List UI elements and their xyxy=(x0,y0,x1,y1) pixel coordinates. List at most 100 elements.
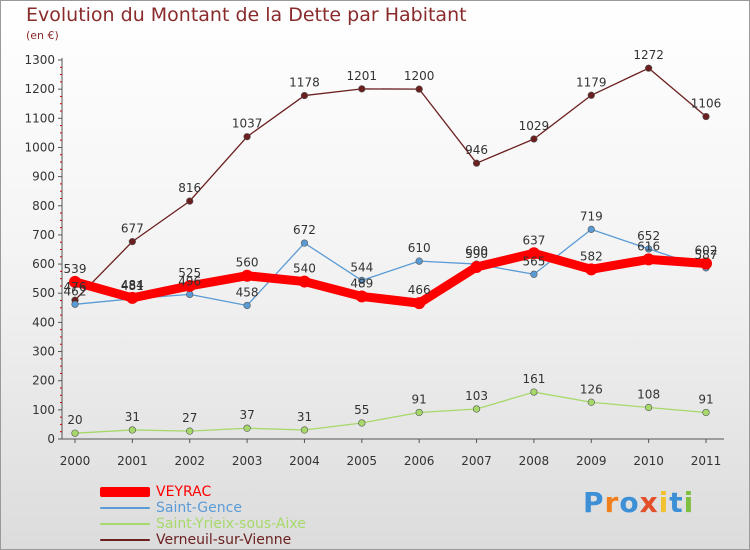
proxiti-logo: Proxiti xyxy=(583,486,694,519)
series-veyrac xyxy=(69,247,712,310)
data-point-veyrac xyxy=(183,279,196,292)
data-point-saint-gence xyxy=(587,225,595,233)
legend-label: Saint-Yrieix-sous-Aixe xyxy=(156,516,306,532)
data-label-saint-yrieix-sous-aixe: 55 xyxy=(354,403,369,417)
logo-letter: i xyxy=(658,486,670,519)
series-layer xyxy=(69,64,712,437)
data-point-veyrac xyxy=(241,269,254,282)
data-label-saint-gence: 544 xyxy=(350,260,373,274)
data-label-saint-yrieix-sous-aixe: 31 xyxy=(297,410,312,424)
data-label-veyrac: 466 xyxy=(408,283,431,297)
logo-letter: x xyxy=(639,486,659,519)
series-line-veyrac xyxy=(70,248,711,308)
data-point-veyrac xyxy=(585,263,598,276)
data-label-saint-gence: 719 xyxy=(580,209,603,223)
data-point-saint-yrieix-sous-aixe xyxy=(358,419,366,427)
data-point-saint-gence xyxy=(358,276,366,285)
data-labels-layer: 476 677 816 1037 1178 1201 1200 946 1029 1179 1272… xyxy=(64,48,722,427)
legend-swatch xyxy=(100,539,150,541)
data-point-saint-gence xyxy=(645,245,653,253)
data-label-veyrac: 539 xyxy=(64,262,87,276)
x-tick-label: 2002 xyxy=(174,454,205,468)
data-label-veyrac: 637 xyxy=(522,233,545,247)
data-point-saint-gence xyxy=(415,257,423,265)
data-point-veyrac xyxy=(642,253,655,266)
data-label-saint-yrieix-sous-aixe: 108 xyxy=(637,388,660,402)
data-label-saint-gence: 587 xyxy=(695,248,718,262)
data-label-verneuil-sur-vienne: 1029 xyxy=(519,119,550,133)
legend-item-verneuil: Verneuil-sur-Vienne xyxy=(100,532,306,548)
data-label-verneuil-sur-vienne: 1272 xyxy=(633,48,664,62)
chart-title: Evolution du Montant de la Dette par Hab… xyxy=(26,4,467,26)
data-point-verneuil-sur-vienne xyxy=(702,112,710,121)
data-point-verneuil-sur-vienne xyxy=(415,85,423,93)
legend-swatch xyxy=(100,507,150,509)
data-point-verneuil-sur-vienne xyxy=(128,238,136,246)
legend-label: Saint-Gence xyxy=(156,500,242,516)
data-label-veyrac: 525 xyxy=(178,266,201,280)
data-point-veyrac xyxy=(126,291,139,304)
x-tick-label: 2009 xyxy=(576,454,607,468)
data-label-saint-gence: 458 xyxy=(236,285,259,299)
axes: 0 100 200 300 400 500 600 700 800 900 1000 1100 1200… xyxy=(24,53,724,468)
data-point-verneuil-sur-vienne xyxy=(587,91,595,99)
data-label-saint-yrieix-sous-aixe: 126 xyxy=(580,382,603,396)
series-saint-yrieix-sous-aixe xyxy=(71,388,710,437)
data-point-verneuil-sur-vienne xyxy=(645,64,653,72)
data-point-saint-yrieix-sous-aixe xyxy=(71,429,79,437)
data-label-verneuil-sur-vienne: 677 xyxy=(121,222,144,236)
data-label-veyrac: 616 xyxy=(637,239,660,253)
legend-swatch xyxy=(100,487,150,497)
logo-letter: i xyxy=(683,486,695,519)
x-tick-label: 2006 xyxy=(404,454,435,468)
chart-unit: (en €) xyxy=(26,29,59,42)
data-point-veyrac xyxy=(527,247,540,260)
data-label-veyrac: 590 xyxy=(465,247,488,261)
data-point-saint-gence xyxy=(300,239,309,247)
x-tick-label: 2000 xyxy=(60,454,91,468)
data-label-veyrac: 560 xyxy=(236,256,259,270)
data-point-veyrac xyxy=(298,275,311,288)
data-label-saint-yrieix-sous-aixe: 161 xyxy=(522,372,545,386)
data-label-saint-gence: 462 xyxy=(64,284,87,298)
data-point-verneuil-sur-vienne xyxy=(300,91,309,100)
data-label-verneuil-sur-vienne: 476 xyxy=(64,280,87,294)
legend: VEYRAC Saint-Gence Saint-Yrieix-sous-Aix… xyxy=(100,484,306,548)
data-point-saint-gence xyxy=(71,300,79,308)
data-point-veyrac xyxy=(470,260,483,273)
x-tick-label: 2003 xyxy=(232,454,263,468)
data-point-verneuil-sur-vienne xyxy=(243,133,251,141)
data-point-veyrac xyxy=(69,275,81,288)
x-tick-label: 2004 xyxy=(289,454,320,468)
y-tick-label: 1100 xyxy=(24,111,55,125)
data-label-verneuil-sur-vienne: 1201 xyxy=(347,69,378,83)
data-label-veyrac: 540 xyxy=(293,262,316,276)
data-point-verneuil-sur-vienne xyxy=(530,135,538,143)
data-point-saint-yrieix-sous-aixe xyxy=(702,408,710,417)
data-point-saint-yrieix-sous-aixe xyxy=(587,398,595,406)
data-label-saint-yrieix-sous-aixe: 20 xyxy=(67,413,82,427)
data-point-saint-yrieix-sous-aixe xyxy=(415,408,423,417)
y-tick-label: 900 xyxy=(32,170,55,184)
data-point-saint-gence xyxy=(186,290,194,298)
legend-item-saint-yrieix: Saint-Yrieix-sous-Aixe xyxy=(100,516,306,532)
x-tick-label: 2010 xyxy=(633,454,664,468)
x-tick-label: 2005 xyxy=(347,454,378,468)
data-label-veyrac: 484 xyxy=(121,278,144,292)
data-label-saint-yrieix-sous-aixe: 37 xyxy=(239,408,254,422)
data-label-saint-gence: 610 xyxy=(408,241,431,255)
data-label-verneuil-sur-vienne: 1037 xyxy=(232,117,263,131)
series-line-saint-yrieix-sous-aixe xyxy=(74,391,707,434)
data-label-saint-gence: 496 xyxy=(178,274,201,288)
y-tick-label: 1300 xyxy=(24,53,55,67)
data-label-veyrac: 489 xyxy=(350,276,373,290)
data-point-saint-gence xyxy=(530,270,538,278)
logo-letter: o xyxy=(619,486,640,519)
legend-label: VEYRAC xyxy=(156,484,212,500)
y-tick-label: 700 xyxy=(32,228,55,242)
data-point-verneuil-sur-vienne xyxy=(472,159,481,167)
logo-letter: t xyxy=(669,486,684,519)
data-label-saint-yrieix-sous-aixe: 27 xyxy=(182,411,197,425)
y-tick-label: 400 xyxy=(32,315,55,329)
